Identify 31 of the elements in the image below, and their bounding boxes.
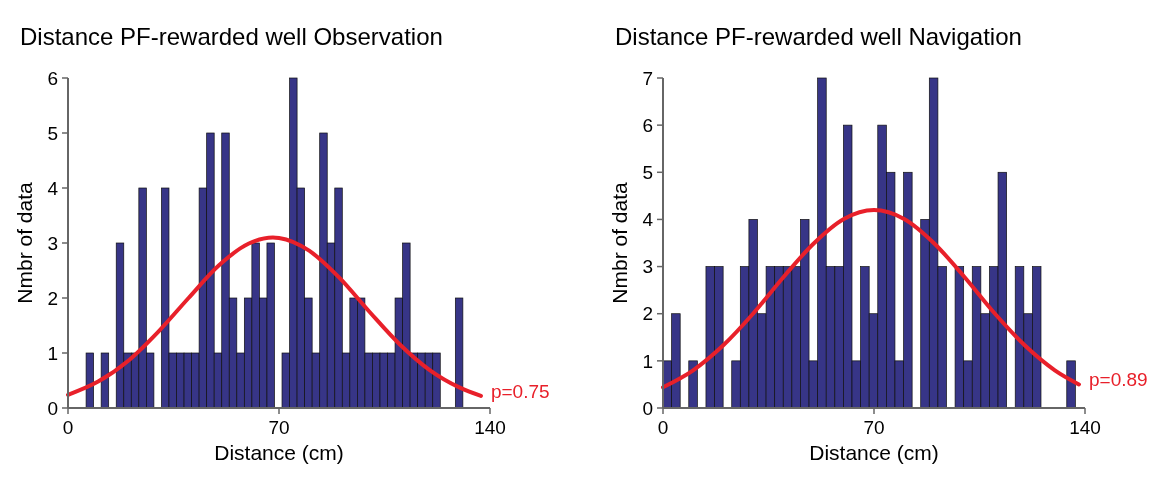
x-tick-label: 0	[62, 417, 74, 438]
y-tick-label: 7	[642, 67, 653, 89]
annotation: p=0.89	[1088, 369, 1148, 391]
y-tick-label: 1	[47, 342, 58, 364]
y-tick-label: 1	[642, 350, 653, 372]
y-tick-label: 4	[642, 209, 654, 231]
y-tick-label: 6	[47, 67, 58, 89]
y-axis-title: Nmbr of data	[13, 181, 36, 304]
x-tick-label: 70	[863, 417, 885, 438]
line-series	[661, 208, 1081, 390]
x-axis-title: Distance (cm)	[809, 441, 939, 464]
y-axis-title: Nmbr of data	[608, 181, 631, 304]
y-tick-label: 3	[47, 232, 58, 254]
x-tick-label: 140	[1069, 417, 1101, 438]
y-tick-label: 0	[642, 397, 653, 419]
x-tick-label: 70	[268, 417, 290, 438]
x-tick-label: 140	[474, 417, 506, 438]
x-axis-title: Distance (cm)	[214, 441, 344, 464]
y-tick-label: 4	[47, 177, 59, 199]
y-tick-label: 5	[47, 122, 58, 144]
chart-title: Distance PF-rewarded well Observation	[20, 23, 443, 50]
annotation: p=0.75	[490, 380, 550, 402]
y-tick-label: 5	[642, 161, 653, 183]
y-tick-label: 6	[642, 114, 653, 136]
y-tick-label: 3	[642, 256, 653, 278]
y-tick-label: 2	[642, 303, 653, 325]
line-series	[66, 235, 483, 398]
chart-title: Distance PF-rewarded well Navigation	[615, 23, 1022, 50]
y-tick-label: 0	[47, 397, 58, 419]
x-tick-label: 0	[657, 417, 669, 438]
y-tick-label: 2	[47, 287, 58, 309]
